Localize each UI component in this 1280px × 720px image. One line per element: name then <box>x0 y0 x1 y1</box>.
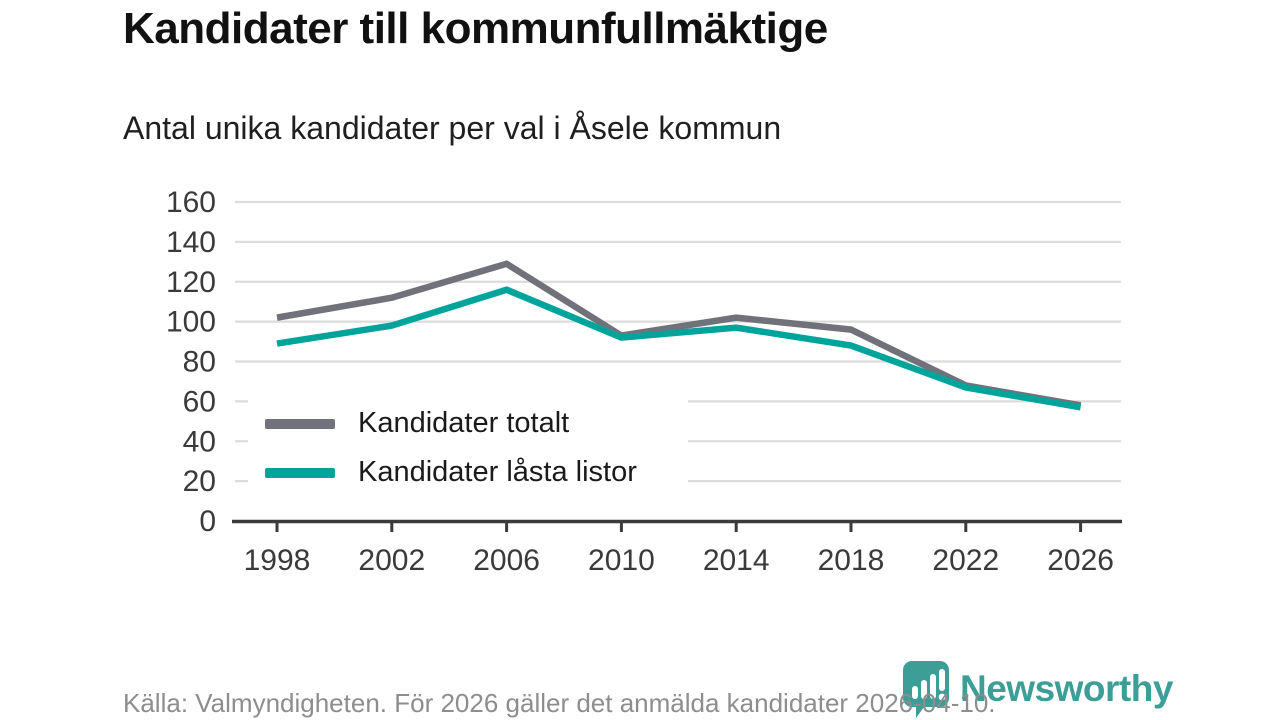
x-axis-tick-label: 2006 <box>473 544 540 577</box>
x-axis-tick-label: 2010 <box>588 544 655 577</box>
legend-label-total: Kandidater totalt <box>358 407 570 439</box>
y-axis-tick-label: 0 <box>199 505 216 538</box>
y-axis-tick-label: 40 <box>183 425 216 458</box>
y-axis-tick-label: 140 <box>166 226 216 259</box>
x-axis-tick-label: 2002 <box>358 544 425 577</box>
source-note: Källa: Valmyndigheten. För 2026 gäller d… <box>123 688 996 718</box>
x-axis-tick-label: 1998 <box>244 544 311 577</box>
y-axis-tick-label: 160 <box>166 186 216 219</box>
newsworthy-wordmark: Newsworthy <box>960 668 1173 709</box>
y-axis-tick-label: 60 <box>183 385 216 418</box>
y-axis-tick-label: 20 <box>183 465 216 498</box>
chart-subtitle: Antal unika kandidater per val i Åsele k… <box>123 110 782 146</box>
legend-swatch-total <box>265 418 335 429</box>
legend-swatch-locked-lists <box>265 467 335 478</box>
y-axis-tick-label: 80 <box>183 346 216 379</box>
x-axis-tick-label: 2014 <box>703 544 770 577</box>
x-axis-tick-label: 2022 <box>932 544 999 577</box>
newsworthy-logo-icon <box>903 661 949 718</box>
legend-label-locked-lists: Kandidater låsta listor <box>358 456 637 488</box>
speech-bubble-icon <box>903 661 949 718</box>
series-line-locked-lists <box>276 286 1082 411</box>
y-axis-tick-label: 100 <box>166 306 216 339</box>
y-axis-tick-label: 120 <box>166 266 216 299</box>
series-line-total <box>276 260 1082 409</box>
newsworthy-logo: Newsworthy <box>902 660 1173 718</box>
x-axis-tick-label: 2018 <box>818 544 885 577</box>
chart-legend: Kandidater totalt Kandidater låsta listo… <box>248 399 688 497</box>
x-axis-tick-label: 2026 <box>1047 544 1114 577</box>
legend-item-total: Kandidater totalt <box>248 407 688 440</box>
legend-item-locked-lists: Kandidater låsta listor <box>248 456 688 489</box>
page-title: Kandidater till kommunfullmäktige <box>123 4 828 53</box>
